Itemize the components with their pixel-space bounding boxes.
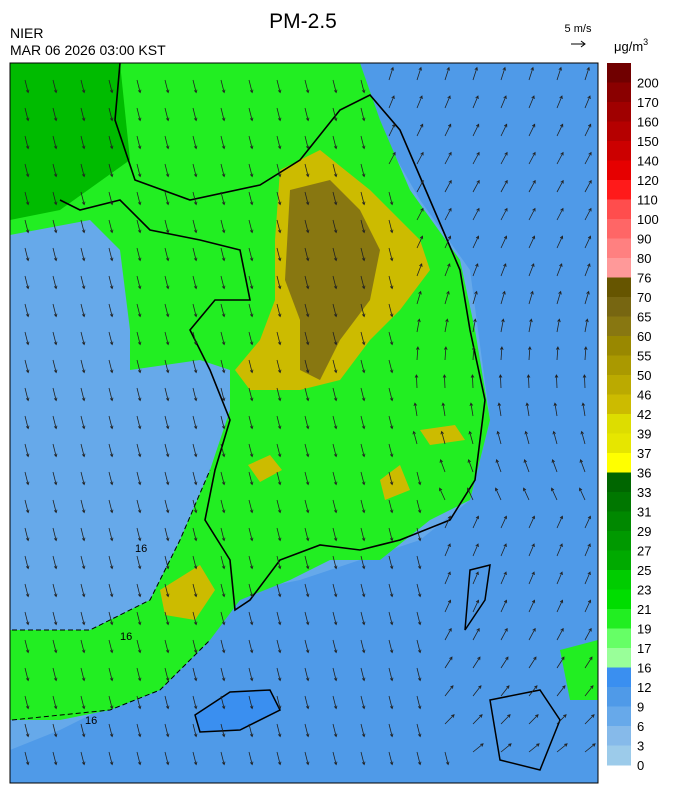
yellow-spots [248,425,465,500]
colorbar-label: 19 [637,622,651,637]
colorbar-box [607,706,631,727]
colorbar-label: 12 [637,680,651,695]
colorbar-box [607,433,631,454]
colorbar-box [607,375,631,395]
colorbar-label: 76 [637,271,651,286]
map-frame [9,62,599,784]
colorbar-box [607,453,631,473]
colorbar-box [607,570,631,590]
colorbar-label: 9 [637,700,644,715]
colorbar-label: 140 [637,154,659,169]
yellow-south [160,565,215,620]
islands [464,564,561,771]
colorbar-label: 110 [637,193,658,208]
contour-label: 16 [120,631,132,643]
green-north [10,63,130,220]
colorbar-label: 17 [637,641,651,656]
colorbar-box [607,199,631,220]
colorbar-label: 31 [637,505,651,520]
wind-scale-label: 5 m/s [565,23,592,35]
colorbar-box [607,726,631,746]
colorbar-box [607,472,631,493]
colorbar-box [607,82,631,103]
colorbar-label: 33 [637,485,651,500]
colorbar-box [607,63,631,83]
colorbar-box [607,394,631,415]
colorbar-label: 170 [637,95,659,110]
coastline [59,63,486,612]
colorbar-label: 80 [637,251,651,266]
colorbar-label: 0 [637,758,644,773]
colorbar-label: 16 [637,661,651,676]
colorbar-label: 29 [637,524,651,539]
datetime: MAR 06 2026 03:00 KST [10,42,166,58]
colorbar-box [607,355,631,376]
colorbar-label: 39 [637,427,651,442]
title: PM-2.5 [269,10,337,33]
colorbar-label: 27 [637,544,651,559]
colorbar-label: 42 [637,407,651,422]
colorbar-box [607,687,631,707]
colorbar-label: 37 [637,446,651,461]
colorbar-box [607,511,631,532]
colorbar-label: 90 [637,232,651,247]
colorbar-label: 6 [637,719,644,734]
contour-label: 16 [135,543,147,555]
colorbar-box [607,277,631,298]
colorbar-label: 21 [637,602,651,617]
unit-text: μg/m [614,39,643,54]
colorbar-box [607,180,631,200]
colorbar-label: 55 [637,349,651,364]
colorbar-box [607,667,631,688]
colorbar-box [607,238,631,259]
colorbar-label: 50 [637,368,651,383]
colorbar-box [607,141,631,161]
colorbar-box [607,121,631,142]
wind-scale-arrow [571,40,586,48]
map: 16 16 16 [9,62,599,784]
colorbar-label: 160 [637,115,659,130]
wind-vectors [24,66,596,766]
colorbar-box [607,589,631,610]
colorbar-box [607,297,631,317]
colorbar-label: 25 [637,563,651,578]
colorbar-label: 23 [637,583,651,598]
green-east [560,640,598,700]
colorbar-box [607,648,631,668]
colorbar-box [607,258,631,278]
colorbar-label: 200 [637,76,659,91]
contour-16 [11,469,211,721]
unit-sup: 3 [643,37,648,47]
colorbar-label: 120 [637,173,659,188]
colorbar-box [607,628,631,649]
colorbar-box [607,336,631,356]
agency: NIER [10,25,43,41]
jeju [194,689,282,733]
colorbar-label: 65 [637,310,651,325]
wind-arrows [24,66,596,766]
colorbar-box [607,316,631,337]
colorbar-box [607,609,631,629]
colorbar-label: 3 [637,739,644,754]
colorbar-box [607,492,631,512]
contour-label: 16 [85,715,97,727]
colorbar-label: 70 [637,290,651,305]
colorbar-box [607,219,631,239]
colorbar-box [607,414,631,434]
colorbar-label: 60 [637,329,651,344]
unit: μg/m3 [614,37,648,54]
colorbar-label: 36 [637,466,651,481]
colorbar-box [607,102,631,122]
colorbar: 2001701601501401201101009080767065605550… [607,63,659,773]
colorbar-box [607,550,631,571]
colorbar-label: 150 [637,134,659,149]
colorbar-label: 46 [637,388,651,403]
colorbar-label: 100 [637,212,659,227]
colorbar-box [607,745,631,766]
colorbar-box [607,531,631,551]
colorbar-box [607,160,631,181]
